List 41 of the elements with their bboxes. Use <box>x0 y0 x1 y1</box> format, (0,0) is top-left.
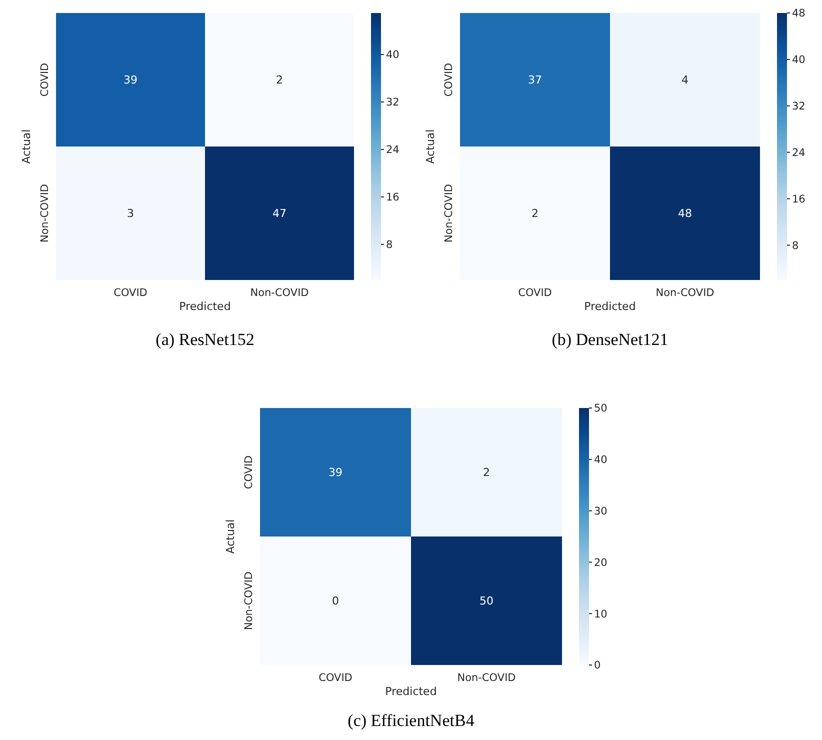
data-label: 48 <box>678 207 692 220</box>
x-tick-label: Non-COVID <box>656 287 714 299</box>
color-bar-label: 20 <box>594 556 608 569</box>
data-label: 39 <box>124 74 138 87</box>
color-bar-label: 8 <box>386 239 393 252</box>
x-tick-label: COVID <box>518 287 552 299</box>
y-axis-title: Actual <box>224 519 237 554</box>
color-bar-label: 30 <box>594 505 608 518</box>
color-bar-label: 16 <box>792 193 806 206</box>
color-bar-label: 8 <box>792 240 799 252</box>
text: (b) DenseNet121 <box>552 330 668 349</box>
data-label: 2 <box>532 207 538 220</box>
x-axis-title: Predicted <box>385 685 437 698</box>
color-bar-label: 24 <box>792 146 806 159</box>
color-bar-label: 40 <box>386 49 400 62</box>
y-axis-title: Actual <box>20 129 33 164</box>
color-bar-label: 48 <box>792 8 806 20</box>
data-label: 2 <box>276 74 283 87</box>
color-bar-label: 50 <box>594 402 608 415</box>
data-label: 50 <box>480 594 494 608</box>
color-bar-label: 0 <box>594 660 601 672</box>
text: (a) ResNet152 <box>156 330 254 349</box>
color-bar-label: 16 <box>386 192 400 204</box>
x-tick-label: COVID <box>114 287 148 299</box>
data-label: 2 <box>483 466 490 480</box>
data-label: 37 <box>528 74 542 87</box>
color-bar-label: 10 <box>594 608 608 620</box>
data-label: 3 <box>127 207 134 220</box>
text: (c) EfficientNetB4 <box>348 711 475 730</box>
x-axis-title: Predicted <box>179 300 231 313</box>
data-label: 39 <box>328 466 342 480</box>
color-bar-label: 32 <box>792 100 806 113</box>
x-axis-title: Predicted <box>584 300 636 313</box>
data-label: 0 <box>332 594 339 608</box>
color-bar-label: 40 <box>792 54 806 66</box>
data-label: 4 <box>682 74 688 87</box>
color-bar-label: 24 <box>386 144 400 156</box>
color-bar-label: 32 <box>386 96 400 109</box>
y-axis-title: Actual <box>424 129 437 164</box>
color-bar-label: 40 <box>594 454 608 466</box>
data-label: 47 <box>272 207 286 220</box>
